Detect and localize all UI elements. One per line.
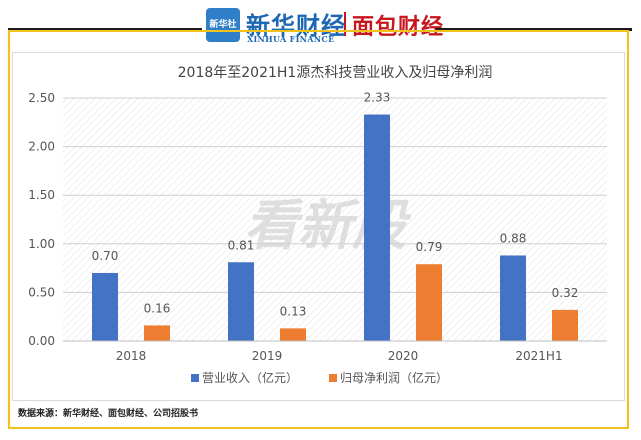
profit-bar <box>416 264 442 341</box>
x-tick-label: 2021H1 <box>515 349 562 363</box>
mianbao-finance-logo: 面包财经 <box>352 15 445 40</box>
y-tick-label: 2.00 <box>28 140 55 154</box>
y-tick-label: 1.50 <box>28 188 55 202</box>
x-tick-label: 2020 <box>388 349 419 363</box>
data-label: 0.13 <box>280 304 307 318</box>
xinhua-logo-badge: 新华社 <box>206 8 240 42</box>
data-label: 0.32 <box>552 286 579 300</box>
x-tick-label: 2018 <box>116 349 147 363</box>
header: 新华社 新华财经 XINHUA FINANCE 面包财经 <box>0 0 641 50</box>
profit-bar <box>144 325 170 341</box>
header-rule-right <box>436 28 632 31</box>
chart-panel: 看新股 0.70 0.16 0.81 0.13 2.33 0.79 0.88 0.32 0.0… <box>12 52 625 401</box>
data-label: 0.88 <box>500 231 527 245</box>
xinhua-finance-logo-sub: XINHUA FINANCE <box>247 34 335 44</box>
profit-bar <box>280 328 306 341</box>
profit-bar <box>552 309 578 341</box>
data-label: 2.33 <box>364 91 391 105</box>
chart-title: 2018年至2021H1源杰科技营业收入及归母净利润 <box>178 64 493 81</box>
bar-chart: 看新股 0.700.160.810.132.330.790.880.32 0.0… <box>28 64 607 385</box>
y-tick-label: 0.50 <box>28 285 55 299</box>
data-label: 0.79 <box>416 240 443 254</box>
legend-label: 营业收入（亿元） <box>202 370 298 385</box>
data-label: 0.16 <box>144 301 171 315</box>
y-tick-label: 2.50 <box>28 91 55 105</box>
content-frame <box>8 30 629 429</box>
revenue-bar <box>92 272 118 341</box>
legend-label: 归母净利润（亿元） <box>340 370 448 385</box>
y-tick-label: 1.00 <box>28 237 55 251</box>
revenue-bar <box>228 262 254 341</box>
logo-divider <box>344 12 346 36</box>
data-label: 0.81 <box>228 238 255 252</box>
xinhua-finance-logo: 新华财经 <box>246 11 346 40</box>
header-rule-left <box>8 28 202 31</box>
data-label: 0.70 <box>92 249 119 263</box>
legend-swatch-profit <box>329 374 337 382</box>
y-tick-label: 0.00 <box>28 334 55 348</box>
legend-swatch-revenue <box>191 374 199 382</box>
source-note: 数据来源：新华财经、面包财经、公司招股书 <box>18 409 199 419</box>
revenue-bar <box>364 114 390 341</box>
revenue-bar <box>500 255 526 341</box>
x-tick-label: 2019 <box>252 349 283 363</box>
